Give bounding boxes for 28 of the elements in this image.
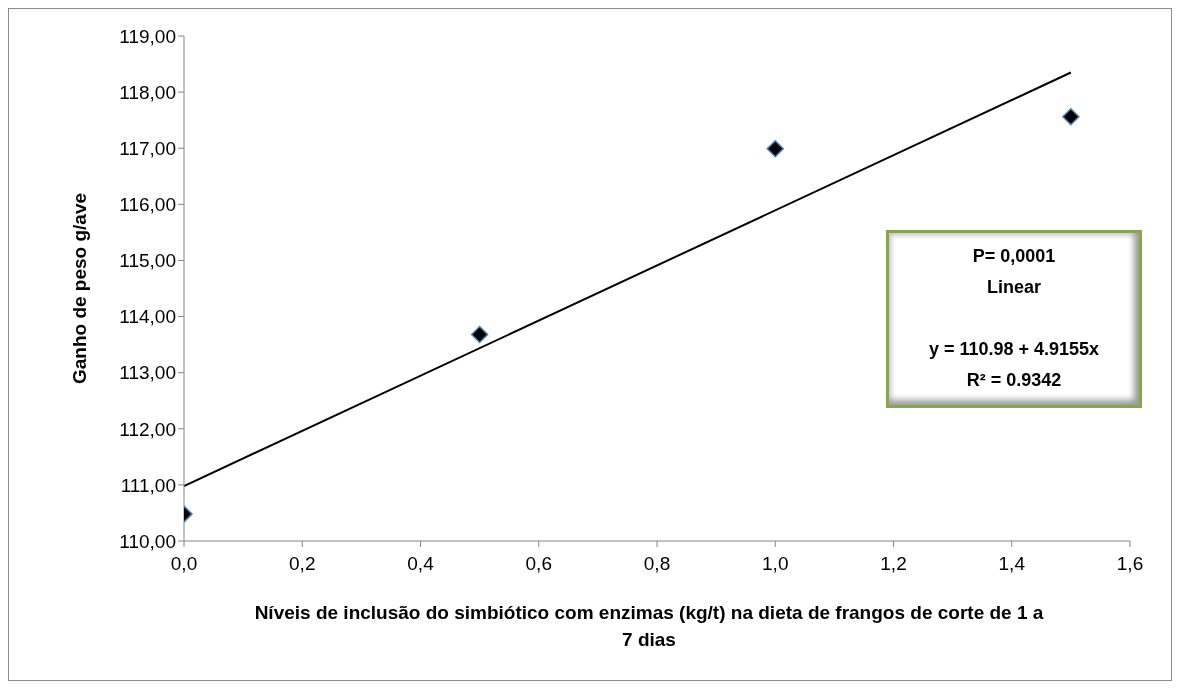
x-tick-label: 1,4	[998, 553, 1026, 575]
y-tick-label: 112,00	[119, 418, 176, 440]
y-tick-label: 115,00	[119, 250, 176, 272]
x-tick-label: 0,6	[525, 553, 552, 575]
point	[1062, 108, 1080, 126]
annotation: Linear	[986, 276, 1042, 299]
y-tick-label: 119,00	[119, 25, 176, 47]
point	[470, 325, 489, 344]
y-tick-label: 110,00	[119, 530, 176, 552]
x-tick-label: 1,0	[762, 553, 789, 575]
annotation: R² = 0.9342	[965, 369, 1063, 392]
x-tick-label: 1,6	[1116, 553, 1144, 575]
y-tick-label: 113,00	[119, 362, 176, 384]
annotation: P= 0,0001	[971, 245, 1057, 268]
x-tick-label: 0,4	[407, 553, 435, 575]
x-tick-label: 1,2	[880, 553, 907, 575]
y-tick-label: 114,00	[119, 306, 176, 328]
y-tick-label: 118,00	[119, 81, 176, 103]
y-tick-label: 111,00	[120, 474, 176, 496]
y-axis-title: Ganho de peso g/ave	[68, 192, 90, 385]
point	[766, 140, 784, 158]
x-tick-label: 0,8	[643, 553, 671, 575]
x-tick-label: 0,2	[289, 553, 316, 575]
y-tick-label: 116,00	[119, 194, 176, 216]
annotation: y = 110.98 + 4.9155x	[927, 338, 1101, 361]
x-tick-label: 0,0	[170, 553, 198, 575]
y-tick-label: 117,00	[119, 137, 176, 159]
x-axis-title: Níveis de inclusão do simbiótico com enzimas (kg/t) na dieta de frangos de corte de 1 a 7 dias	[253, 601, 1045, 652]
